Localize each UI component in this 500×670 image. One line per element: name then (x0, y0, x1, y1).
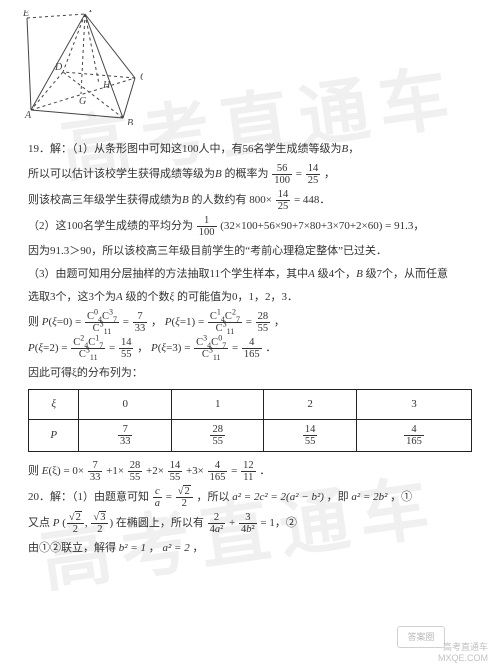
q19-p3a: 则该校高三年级学生获得成绩为 (28, 194, 182, 206)
pxi1-lhs: =1) = (180, 316, 204, 328)
q19-line5: 因为91.3＞90，所以该校高三年级目前学生的“考前心理稳定整体”已过关． (28, 241, 472, 261)
table-head-row: ξ 0 1 2 3 (29, 390, 472, 419)
pxi0-lhs: =0) = (57, 316, 81, 328)
q20-p1d: ，① (390, 491, 412, 503)
exp-a: 则 (28, 465, 39, 477)
q19-avg: (32×100+56×90+7×80+3×70+2×60) = 91.3 (220, 220, 413, 232)
q19-pxi-row2: P(ξ=2) = C24C17 C311 = 1455 ， P(ξ=3) = C… (28, 337, 472, 360)
page: 高考直通车 高考直通车 EPABCDGH 19．解：（1）从条形图中可知这100… (0, 0, 500, 670)
frac-56-100: 56100 (272, 163, 292, 186)
q20-p3a: 由①②联立，解得 (28, 542, 116, 554)
q19-line6: （3）由题可知用分层抽样的方法抽取11个学生样本，其中A 级4个，B 级7个，从… (28, 264, 472, 284)
q20-P: P (53, 517, 60, 529)
q19-pxi-row1: 则 P(ξ=0) = C04C37 C311 = 733 ， P(ξ=1) = … (28, 311, 472, 334)
td-p1: 2855 (171, 419, 263, 451)
q19-p1-suffix: ， (348, 143, 359, 155)
sol-a: a² = 2 (162, 542, 189, 554)
th-3: 3 (356, 390, 471, 419)
td-p2: 1455 (264, 419, 356, 451)
pxi2-combo: C24C17 C311 (71, 337, 105, 360)
q19-p4a: （2）这100名学生成绩的平均分为 (28, 220, 193, 232)
svg-text:P: P (88, 10, 95, 15)
q19-p6a: （3）由题可知用分层抽样的方法抽取11个学生样本，其中 (28, 268, 308, 280)
pxi3-val: 4165 (242, 337, 262, 360)
distribution-table: ξ 0 1 2 3 P 733 2855 1455 4165 (28, 389, 472, 451)
q20-plus: + (229, 517, 238, 529)
q20-p1c: ，即 (327, 491, 349, 503)
q20-line1: 20．解：（1）由题意可知 ca = √22 ，所以 a² = 2c² = 2(… (28, 486, 472, 509)
frac-14-25a: 1425 (306, 163, 321, 186)
q19-line2: 所以可以估计该校学生获得成绩等级为B 的概率为 56100 = 1425 ， (28, 163, 472, 186)
q20-p3b: ， (192, 542, 203, 554)
footer-brand: 高考直通车 (438, 642, 488, 653)
q20-line3: 由①②联立，解得 b² = 1 ， a² = 2 ， (28, 538, 472, 558)
pxi0-combo: C04C37 C311 (85, 311, 119, 334)
svg-text:G: G (79, 96, 86, 107)
svg-text:E: E (23, 10, 29, 19)
td-p3: 4165 (356, 419, 471, 451)
pxi1-val: 2855 (256, 311, 271, 334)
frac-2-4a2: 24a² (208, 512, 226, 535)
geometry-figure: E P A B C D G H (23, 10, 143, 125)
footer-url: MXQE.COM (438, 653, 488, 664)
q19-p6b: 级4个， (318, 268, 357, 280)
q19-p7b: 级的个数 (125, 291, 169, 303)
q19-table-intro: 因此可得ξ的分布列为： (28, 363, 472, 383)
svg-text:H: H (102, 80, 111, 91)
frac-1-100: 1100 (197, 215, 217, 238)
pxi3-combo: C34C07 C311 (194, 337, 228, 360)
q20-p2b: 在椭圆上，所以有 (116, 517, 204, 529)
q19-p2a: 所以可以估计该校学生获得成绩等级为 (28, 168, 215, 180)
q20-line2: 又点 P (√22, √32) 在椭圆上，所以有 24a² + 34b² = 1… (28, 512, 472, 535)
pxi2-lhs: =2) = (43, 342, 67, 354)
th-0: 0 (79, 390, 171, 419)
q19-line1: 19．解：（1）从条形图中可知这100人中，有56名学生成绩等级为B， (28, 139, 472, 159)
q20-p1a: 20．解：（1）由题意可知 (28, 491, 149, 503)
q20-p2a: 又点 (28, 517, 50, 529)
q19-800: 800× (249, 194, 272, 206)
th-1: 1 (171, 390, 263, 419)
q19-line3: 则该校高三年级学生获得成绩为B 的人数约有 800× 1425 = 448． (28, 189, 472, 212)
svg-text:D: D (54, 62, 63, 73)
q20-eq1: = 1，② (260, 517, 296, 529)
q20-p1b: ，所以 (196, 491, 229, 503)
th-2: 2 (264, 390, 356, 419)
comma: ， (149, 542, 160, 554)
pxi3-lhs: =3) = (166, 342, 190, 354)
q19-p7c: 的可能值为0，1，2，3． (177, 291, 298, 303)
table-prob-row: P 733 2855 1455 4165 (29, 419, 472, 451)
frac-3-4b2: 34b² (239, 512, 257, 535)
exp-tail: ． (259, 465, 270, 477)
q19-p2b: 的概率为 (224, 168, 268, 180)
footer-right: 高考直通车 MXQE.COM (438, 642, 488, 664)
td-P: P (29, 419, 79, 451)
q19-eq448: = 448． (294, 194, 330, 206)
frac-c-a: ca (153, 486, 162, 509)
q19-expectation: 则 E(ξ) = 0× 733 +1× 2855 +2× 1455 +3× 41… (28, 460, 472, 483)
q19-line7: 选取3个，这3个为A 级的个数ξ 的可能值为0，1，2，3． (28, 287, 472, 307)
th-xi: ξ (29, 390, 79, 419)
frac-sqrt2-2a: √22 (176, 486, 193, 509)
pxi2-val: 1455 (119, 337, 134, 360)
svg-text:B: B (127, 118, 133, 125)
svg-text:C: C (140, 72, 143, 83)
svg-text:A: A (24, 110, 32, 121)
pxi0-val: 733 (133, 311, 148, 334)
pxi1-combo: C14C27 C311 (208, 311, 242, 334)
sol-b: b² = 1 (119, 542, 146, 554)
q19-p3b: 的人数约有 (191, 194, 246, 206)
q19-line4: （2）这100名学生成绩的平均分为 1100 (32×100+56×90+7×8… (28, 215, 472, 238)
q19-p7a: 选取3个，这3个为 (28, 291, 116, 303)
frac-14-25b: 1425 (276, 189, 291, 212)
exp-b: (ξ) = 0× (48, 465, 84, 477)
q19-p1-prefix: 19．解：（1）从条形图中可知这100人中，有56名学生成绩等级为 (28, 143, 342, 155)
eq-ab: a² = 2b² (351, 491, 387, 503)
q19-p6c: 级7个，从而任意 (366, 268, 449, 280)
eq-ac: a² = 2c² = 2(a² − b²) (232, 491, 324, 503)
td-p0: 733 (79, 419, 171, 451)
